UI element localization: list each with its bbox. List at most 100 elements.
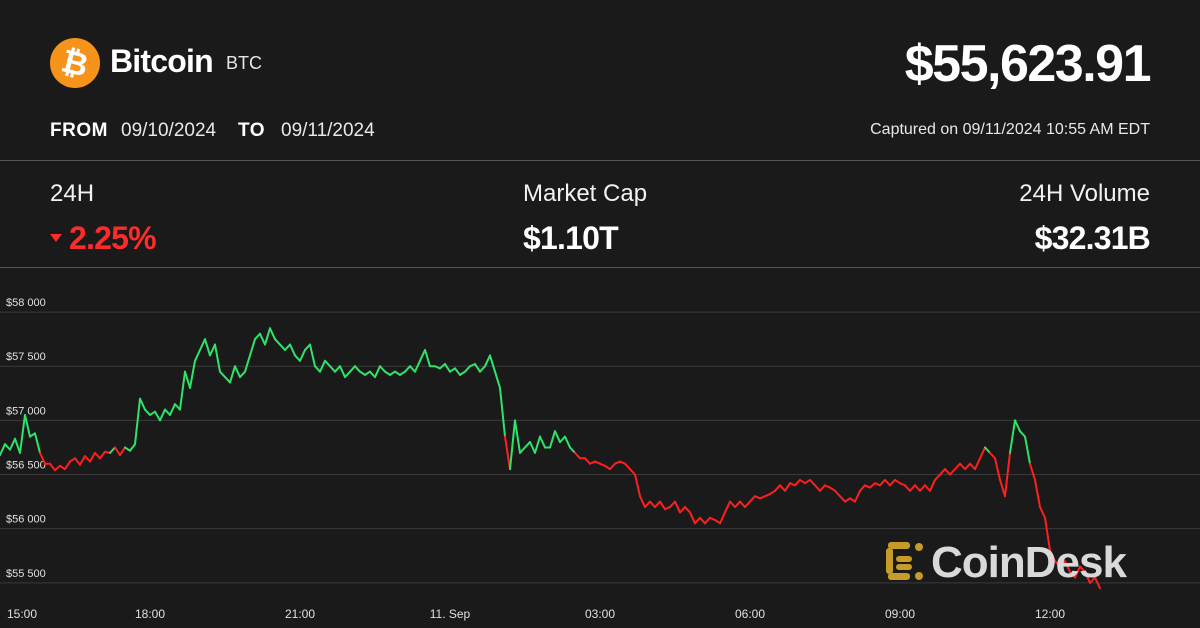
price-segment	[219, 370, 226, 379]
price-segment	[319, 359, 326, 373]
gridlines	[0, 311, 1200, 584]
price-segment	[154, 410, 161, 422]
price-segment	[234, 365, 241, 379]
price-segment	[0, 443, 6, 457]
price-segment	[74, 457, 81, 466]
change-stat: 2.25%	[50, 220, 157, 257]
price-segment	[534, 435, 541, 454]
price-segment	[734, 500, 741, 509]
price-segment	[514, 419, 521, 454]
price-segment	[919, 484, 926, 492]
price-segment	[99, 450, 106, 460]
bitcoin-logo-icon: ₿	[50, 38, 100, 88]
price-segment	[954, 462, 961, 471]
price-segment	[199, 338, 206, 351]
price-segment	[729, 500, 736, 509]
y-tick-label: $56 000	[6, 514, 46, 526]
price-segment	[669, 500, 676, 509]
price-segment	[969, 462, 976, 471]
price-segment	[479, 365, 486, 373]
y-tick-label: $58 000	[6, 297, 46, 309]
price-segment	[629, 468, 636, 476]
from-label: FROM	[50, 120, 108, 141]
price-segment	[204, 338, 211, 357]
price-segment	[484, 354, 491, 368]
price-segment	[679, 506, 686, 514]
price-segment	[1054, 560, 1061, 568]
price-segment	[14, 437, 21, 454]
price-segment	[369, 370, 376, 379]
price-segment	[24, 413, 31, 438]
price-segment	[854, 489, 861, 503]
price-segment	[624, 462, 631, 471]
price-segment	[39, 451, 46, 465]
price-segment	[374, 365, 381, 379]
price-segment	[559, 435, 566, 444]
market-cap-label: Market Cap	[523, 180, 648, 207]
change-label: 24H	[50, 180, 95, 207]
price-segment	[1064, 560, 1071, 574]
price-segment	[349, 365, 356, 373]
price-segment	[639, 495, 646, 509]
price-segment	[1079, 565, 1086, 574]
price-segment	[1004, 451, 1011, 498]
x-tick-label: 11. Sep	[430, 607, 471, 621]
price-segment	[244, 354, 251, 373]
price-segment	[519, 446, 526, 454]
price-segment	[989, 451, 996, 460]
price-segment	[1094, 576, 1101, 590]
price-segment	[109, 446, 116, 454]
price-segment	[939, 468, 946, 476]
from-date: 09/10/2024	[121, 120, 217, 141]
price-segment	[264, 327, 271, 346]
x-tick-label: 12:00	[1035, 607, 1065, 621]
price-segment	[139, 397, 146, 411]
price-segment	[914, 484, 921, 492]
price-segment	[984, 446, 991, 454]
x-tick-label: 15:00	[7, 607, 37, 621]
price-segment	[94, 451, 101, 460]
price-segment	[409, 365, 416, 373]
price-segment	[584, 457, 591, 465]
coindesk-logo-icon	[886, 542, 923, 580]
price-segment	[49, 462, 56, 472]
price-segment	[749, 495, 756, 503]
price-segment	[944, 468, 951, 476]
price-segment	[4, 443, 11, 451]
price-segment	[189, 359, 196, 389]
price-segment	[329, 365, 336, 373]
price-segment	[509, 419, 516, 471]
price-segment	[164, 408, 171, 416]
price-segment	[879, 478, 886, 487]
price-segment	[889, 478, 896, 487]
price-segment	[549, 430, 556, 449]
price-segment	[229, 365, 236, 384]
price-segment	[424, 348, 431, 368]
price-segment	[79, 455, 86, 466]
y-tick-label: $57 000	[6, 405, 46, 417]
price-segment	[144, 408, 151, 416]
price-segment	[294, 354, 301, 362]
coin-name: Bitcoin	[110, 43, 214, 79]
price-segment	[54, 464, 61, 472]
x-axis-ticks: 15:00 18:00 21:00 11. Sep 03:00 06:00 09:00 12:…	[7, 607, 1065, 621]
price-segment	[1029, 462, 1036, 481]
price-segment	[1049, 549, 1056, 563]
stats-divider	[0, 267, 1200, 268]
price-segment	[344, 370, 351, 379]
price-segment	[499, 386, 506, 438]
y-tick-label: $55 500	[6, 568, 46, 580]
price-segment	[354, 365, 361, 373]
price-segment	[494, 370, 501, 389]
price-segment	[439, 363, 446, 370]
price-segment	[194, 348, 201, 362]
price-segment	[859, 484, 866, 492]
price-segment	[34, 432, 41, 454]
to-date: 09/11/2024	[281, 120, 375, 141]
price-segment	[184, 370, 191, 389]
price-segment	[904, 484, 911, 492]
price-segment	[114, 446, 121, 457]
to-label: TO	[238, 120, 266, 141]
captured-timestamp: Captured on 09/11/2024 10:55 AM EDT	[870, 121, 1150, 138]
price-segment	[934, 473, 941, 481]
